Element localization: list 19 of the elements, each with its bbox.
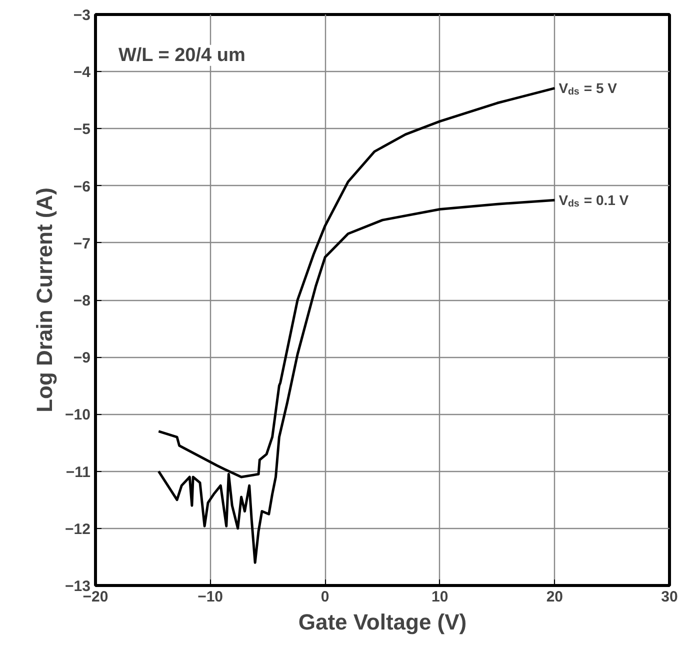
y-tick-label: −5 <box>73 121 91 138</box>
y-tick-label: −13 <box>65 578 91 595</box>
x-tick-label: 30 <box>661 588 678 606</box>
y-tick-label: −4 <box>73 64 92 82</box>
x-tick-label: 10 <box>432 588 448 606</box>
y-axis-title: Log Drain Current (A) <box>32 188 58 412</box>
y-tick-label: −6 <box>73 178 91 196</box>
annotation: W/L = 20/4 um <box>118 44 246 66</box>
x-tick-label: 0 <box>320 588 330 606</box>
y-tick-label: −8 <box>73 292 91 310</box>
x-tick-label: −10 <box>198 588 224 606</box>
y-tick-label: −3 <box>73 7 91 24</box>
y-tick-label: −12 <box>65 520 91 538</box>
x-tick-label: 20 <box>546 588 564 606</box>
y-tick-label: −10 <box>65 406 91 424</box>
x-axis-title: Gate Voltage (V) <box>298 610 467 634</box>
y-tick-label: −11 <box>66 464 91 481</box>
y-tick-label: −7 <box>73 235 91 252</box>
y-tick-label: −9 <box>73 350 91 367</box>
